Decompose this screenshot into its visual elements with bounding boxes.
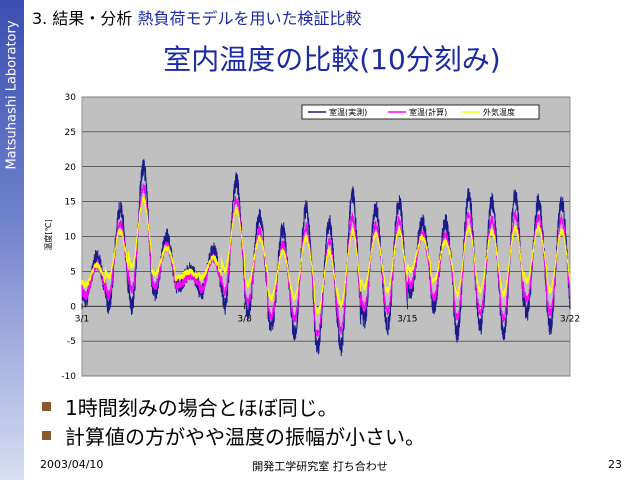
series-line [81,196,571,315]
footer-date: 2003/04/10 [40,458,104,471]
bullet-square-icon [42,402,51,411]
x-tick-label: 3/15 [397,314,417,324]
bullet-item: 1時間刻みの場合とほぼ同じ。 [40,392,425,421]
y-tick-label: 0 [70,302,76,312]
legend-label: 室温(実測) [329,107,367,117]
y-tick-label: 10 [65,233,77,243]
section-label: 結果・分析 [52,9,133,28]
y-tick-label: 5 [70,267,76,277]
bullet-text: 1時間刻みの場合とほぼ同じ。 [65,396,338,420]
legend-label: 室温(計算) [409,107,447,117]
bullet-list: 1時間刻みの場合とほぼ同じ。 計算値の方がやや温度の振幅が小さい。 [40,392,425,450]
x-tick-label: 3/8 [237,314,252,324]
y-tick-label: 20 [65,163,77,173]
legend-box [301,104,540,120]
y-tick-label: -5 [67,337,76,347]
page-number: 23 [608,458,622,471]
section-number: 3. [32,9,48,28]
footer-meeting-title: 開発工学研究室 打ち合わせ [252,460,388,473]
plot-border [81,96,571,377]
sidebar-band: Matsuhashi Laboratory [0,0,24,480]
series-lines [81,159,571,357]
legend: 室温(実測) 室温(計算) 外気温度 [301,104,540,120]
y-tick-label: 25 [65,128,76,138]
section-subtitle: 熱負荷モデルを用いた検証比較 [137,9,362,28]
bullet-text: 計算値の方がやや温度の振幅が小さい。 [65,425,425,449]
y-tick-label: 30 [65,93,77,103]
temperature-chart: 30 25 20 15 10 5 0 -5 -10 3/1 3/8 3/15 3/22 温度[℃] 室… [40,85,580,383]
y-axis-label: 温度[℃] [43,219,53,250]
legend-label: 外気温度 [483,107,515,117]
x-tick-label: 3/1 [75,314,89,324]
slide-title: 室内温度の比較(10分刻み) [163,43,501,76]
y-tick-label: 15 [65,198,76,208]
section-header: 3. 結果・分析 熱負荷モデルを用いた検証比較 [32,5,361,29]
y-axis-tick-labels: 30 25 20 15 10 5 0 -5 -10 [61,93,76,382]
x-tick-label: 3/22 [560,314,580,324]
bullet-item: 計算値の方がやや温度の振幅が小さい。 [40,421,425,450]
bullet-square-icon [42,431,51,440]
y-tick-label: -10 [61,372,76,382]
